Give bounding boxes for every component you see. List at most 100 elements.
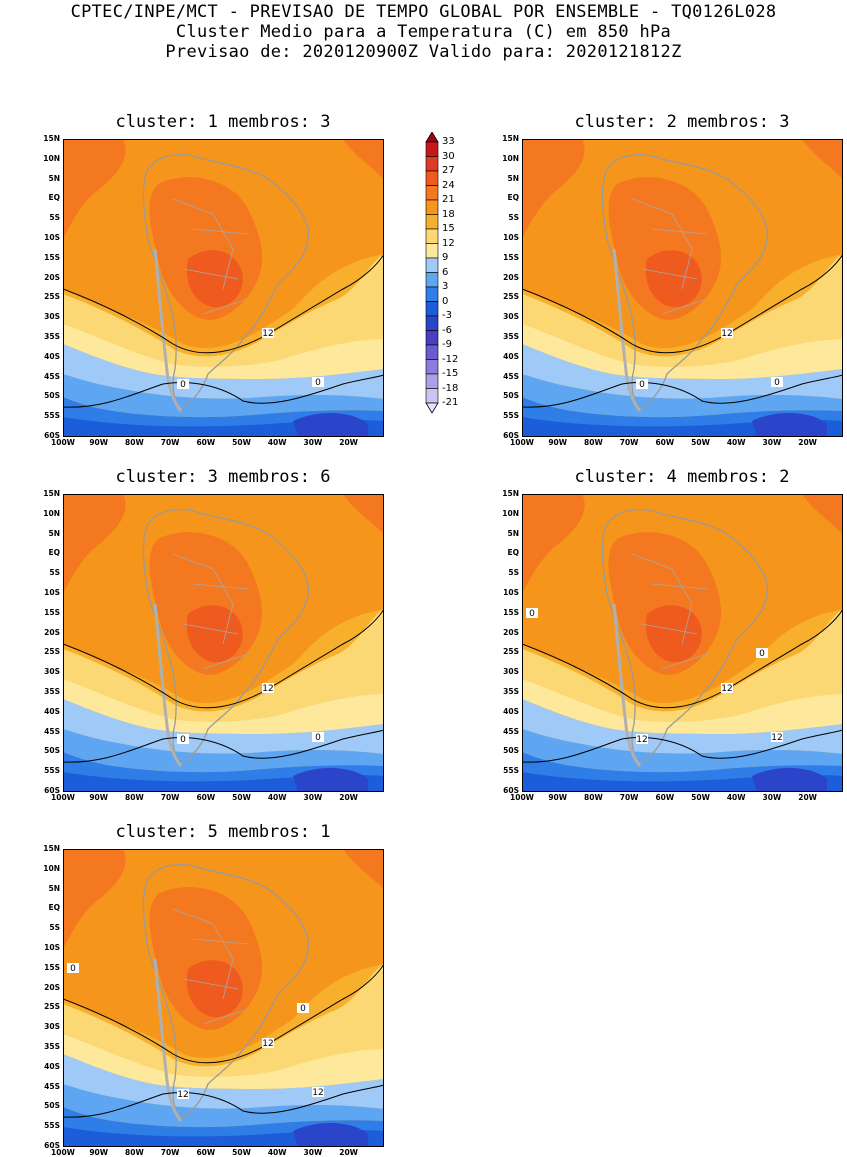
country-borders (172, 198, 249, 315)
lon-tick-label: 60W (655, 438, 675, 447)
colorbar-label: 21 (442, 194, 455, 205)
panel-1-title: cluster: 1 membros: 3 (115, 112, 331, 132)
lat-tick-label: 10N (43, 153, 60, 163)
contour-label: 12 (177, 1089, 189, 1100)
lat-tick-label: 60S (44, 431, 60, 440)
lat-tick-label: 25S (44, 647, 60, 657)
field-3 (522, 374, 843, 418)
contour-12 (522, 608, 843, 709)
svg-text:0: 0 (315, 733, 321, 743)
field-21-ne (802, 139, 843, 179)
colorbar-bottom-arrow (425, 402, 439, 414)
lat-tick-label: 15N (43, 489, 60, 498)
lon-tick-label: 100W (510, 438, 534, 447)
country-borders (631, 198, 708, 315)
colorbar-segment--9--6 (425, 330, 439, 346)
lat-tick-label: 35S (44, 332, 60, 341)
field-21-ne (343, 494, 384, 534)
svg-text:12: 12 (636, 735, 647, 745)
contour-label: 0 (756, 648, 768, 659)
field-m6 (293, 768, 368, 792)
lat-tick-label: 50S (44, 391, 60, 401)
contour-label: 12 (262, 328, 274, 339)
field-9 (63, 679, 384, 734)
field-21-west (522, 139, 585, 239)
contour-label: 0 (177, 734, 189, 745)
field-21-ne (802, 494, 843, 534)
field-12 (63, 254, 384, 367)
lat-tick-label: 15S (503, 252, 519, 262)
lat-tick-label: 50S (503, 391, 519, 401)
field-21-ne (343, 139, 384, 179)
lat-tick-label: 45S (44, 371, 60, 381)
lat-tick-label: 5N (48, 883, 61, 893)
lon-tick-label: 30W (303, 793, 323, 802)
andes-strip (153, 958, 183, 1122)
colorbar-label: 12 (442, 237, 455, 249)
colorbar-label: -15 (442, 368, 459, 379)
lat-tick-label: 5S (49, 568, 60, 578)
field-m6 (752, 413, 827, 437)
lat-tick-label: 50S (44, 746, 60, 756)
panel-5-map: 12 12 12 0 0 (63, 849, 384, 1147)
lat-tick-label: 35S (503, 332, 519, 341)
panel-4-title: cluster: 4 membros: 2 (574, 467, 790, 487)
colorbar-segment-30-33 (425, 141, 439, 157)
svg-text:0: 0 (774, 378, 780, 388)
svg-text:0: 0 (315, 378, 321, 388)
field-21-west (63, 494, 126, 594)
lon-tick-label: 60W (196, 1148, 216, 1157)
lat-tick-label: 5S (508, 213, 519, 223)
lat-tick-label: 40S (503, 351, 519, 361)
field-6 (63, 699, 384, 754)
contour-label: 12 (771, 732, 783, 743)
contour-label: 12 (721, 683, 733, 694)
lon-tick-label: 50W (691, 793, 710, 802)
lat-tick-label: 10N (43, 508, 60, 518)
lat-tick-label: 50S (44, 1101, 60, 1111)
contour-label: 0 (312, 377, 324, 388)
panel-4-map: 12 12 12 0 0 (522, 494, 843, 792)
field-9 (63, 1034, 384, 1089)
lon-tick-label: 90W (548, 793, 568, 802)
lon-tick-label: 100W (51, 793, 75, 802)
lon-tick-label: 100W (51, 1148, 75, 1157)
lat-tick-label: 10S (503, 588, 519, 597)
field-12 (63, 964, 384, 1077)
colorbar-segment--21--18 (425, 388, 439, 404)
field-m6 (752, 768, 827, 792)
country-borders (172, 908, 249, 1025)
contour-0 (522, 729, 843, 763)
country-borders (631, 553, 708, 670)
svg-text:12: 12 (177, 1090, 188, 1100)
colorbar-segment--15--12 (425, 359, 439, 375)
lon-tick-label: 100W (510, 793, 534, 802)
lon-tick-label: 40W (267, 1148, 287, 1157)
field-9 (522, 679, 843, 734)
colorbar-label: 15 (442, 223, 455, 234)
colorbar-segment-12-15 (425, 228, 439, 244)
panel-1-map: 12 0 0 (63, 139, 384, 437)
svg-text:0: 0 (529, 609, 535, 619)
field-21-west (63, 849, 126, 949)
lat-tick-label: 35S (44, 1042, 60, 1051)
lat-tick-label: 5N (48, 173, 61, 183)
lon-tick-label: 70W (160, 793, 180, 802)
lat-tick-label: 35S (44, 687, 60, 696)
lat-tick-label: 45S (44, 726, 60, 736)
lon-tick-label: 20W (339, 1148, 358, 1157)
colorbar-segment--12--9 (425, 344, 439, 360)
colorbar-segment-6-9 (425, 257, 439, 273)
lat-tick-label: 10N (502, 508, 519, 518)
lat-tick-label: 15N (502, 489, 519, 498)
colorbar-segment--6--3 (425, 315, 439, 331)
lat-tick-label: 30S (503, 667, 519, 677)
field-12 (522, 609, 843, 722)
svg-text:0: 0 (70, 964, 76, 974)
lon-tick-label: 50W (232, 1148, 251, 1157)
svg-text:12: 12 (262, 1039, 273, 1049)
lat-tick-label: 30S (44, 667, 60, 677)
field-6 (522, 344, 843, 399)
lat-tick-label: 30S (44, 312, 60, 322)
field-3 (63, 374, 384, 418)
